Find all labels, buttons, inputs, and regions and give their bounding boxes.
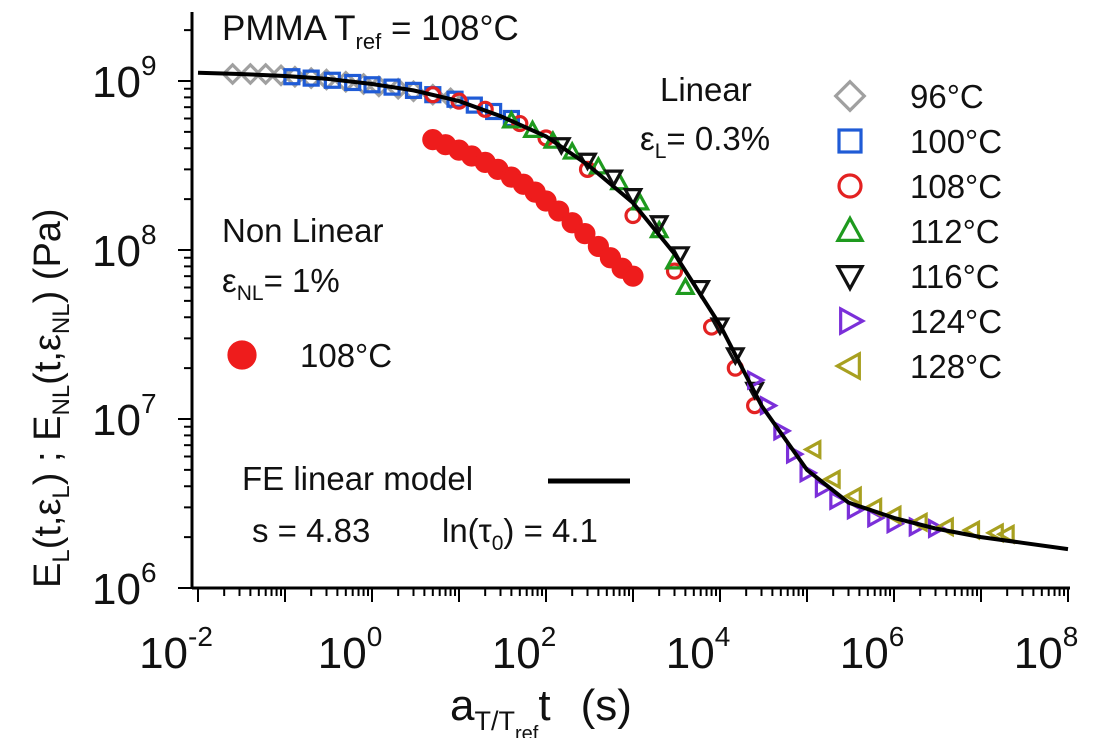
model-curve-line: [197, 70, 1069, 552]
legend-label: 108°C: [300, 337, 392, 374]
legend-marker-triangle-right: [839, 306, 866, 336]
data-point: [802, 439, 822, 460]
data-point: [622, 187, 644, 207]
x-tick-label: 104: [666, 621, 731, 678]
legend-marker-filled-circle: [227, 340, 257, 370]
legend-label: 116°C: [910, 258, 1000, 295]
legend-marker-triangle-left: [834, 351, 861, 381]
legend-label: 112°C: [910, 213, 1000, 250]
legend-marker-diamond: [833, 79, 867, 113]
data-point: [842, 485, 862, 507]
data-point: [821, 468, 841, 490]
legend-label: 100°C: [910, 123, 1002, 160]
legend-marker-triangle-down: [835, 265, 865, 292]
data-point: [239, 62, 262, 86]
series-nonlinear-7: [422, 129, 644, 287]
data-point: [709, 317, 731, 337]
data-point: [254, 62, 278, 86]
data-point: [674, 276, 696, 296]
data-point: [603, 169, 625, 189]
legend-label: 96°C: [910, 78, 984, 115]
legend-marker-circle: [837, 173, 863, 199]
x-tick-label: 102: [492, 621, 557, 678]
x-axis-label: aT/Treft (s): [450, 681, 632, 738]
model-s-parameter: s = 4.83: [252, 512, 370, 549]
data-point: [648, 215, 670, 235]
y-tick-label: 107: [92, 388, 157, 445]
legend-linear-strain: εL= 0.3%: [640, 120, 770, 163]
legend-marker-triangle-up: [835, 215, 865, 242]
data-point: [724, 347, 746, 367]
legend-marker-square: [837, 128, 863, 154]
data-point: [665, 262, 684, 280]
data-point: [269, 63, 293, 87]
legend-linear: 96°C 100°C 108°C 112°C 116°C 124°C 128°C: [833, 78, 1002, 385]
series-linear-5: [747, 369, 947, 539]
data-point: [622, 265, 644, 287]
legend-label: 128°C: [910, 348, 1002, 385]
legend-nonlinear-strain: εNL= 1%: [222, 262, 340, 305]
y-tick-label: 106: [92, 557, 157, 614]
legend-label: 124°C: [910, 303, 1002, 340]
legend-nonlinear: 108°C: [227, 337, 392, 374]
chart-title: PMMA Tref = 108°C: [222, 9, 519, 54]
model-tau-parameter: ln(τ0) = 4.1: [442, 512, 598, 555]
data-point: [995, 523, 1015, 545]
legend-linear-title: Linear: [660, 71, 752, 108]
legend-nonlinear-title: Non Linear: [222, 212, 383, 249]
x-tick-label: 108: [1014, 621, 1079, 678]
x-tick-label: 106: [840, 621, 905, 678]
x-tick-label: 10-2: [139, 621, 213, 678]
data-point: [548, 200, 570, 222]
y-axis-label: EL(t,εL) ; ENL(t,εNL) (Pa): [27, 208, 75, 588]
y-tick-labels: 106 107 108 109: [92, 50, 157, 614]
minor-ticks: [178, 29, 1069, 602]
x-tick-labels: 10-2 100 102 104 106 108: [139, 621, 1078, 678]
data-point: [221, 62, 244, 86]
legend-label: 108°C: [910, 168, 1002, 205]
x-tick-label: 100: [318, 621, 383, 678]
y-tick-label: 109: [92, 50, 157, 107]
data-point: [283, 65, 307, 89]
model-legend-label: FE linear model: [242, 460, 473, 497]
y-tick-label: 108: [92, 219, 157, 276]
data-point: [574, 223, 596, 245]
